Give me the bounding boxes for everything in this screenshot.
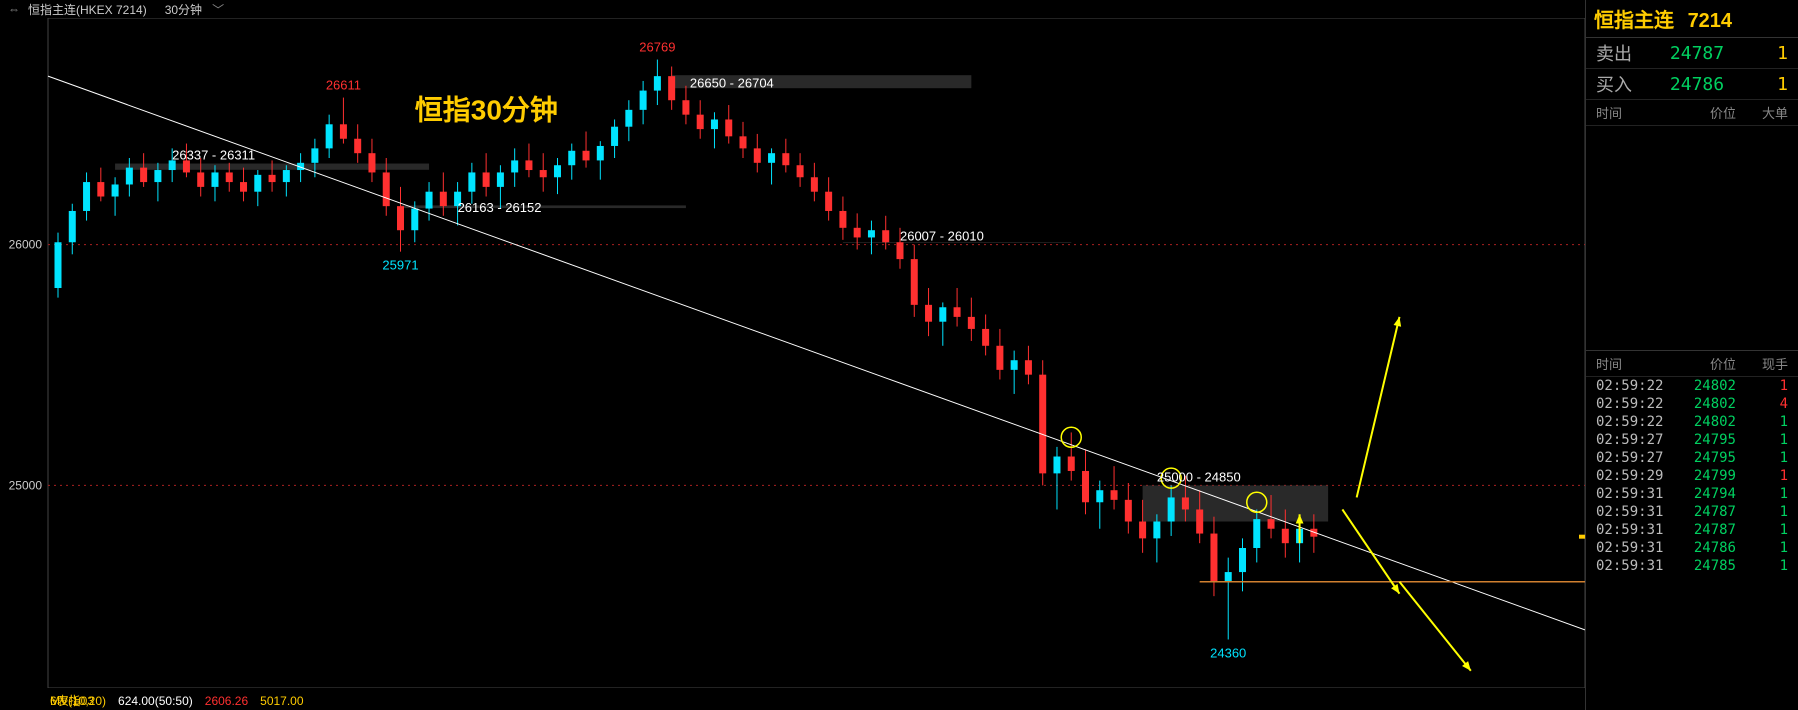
svg-text:25971: 25971 [382, 258, 418, 273]
sell-qty: 1 [1758, 43, 1788, 64]
indicator-c: 2606.26 [205, 694, 248, 708]
head-big: 大单 [1736, 103, 1788, 122]
svg-text:26000: 26000 [9, 238, 43, 252]
head2-time: 时间 [1596, 354, 1676, 373]
tick-row: 02:59:22248024 [1586, 395, 1798, 413]
sell-label: 卖出 [1596, 40, 1636, 66]
head2-vol: 现手 [1736, 354, 1788, 373]
svg-text:24360: 24360 [1210, 645, 1246, 660]
svg-text:25000 - 24850: 25000 - 24850 [1157, 469, 1241, 484]
ticks-head: 时间 价位 现手 [1586, 351, 1798, 377]
svg-text:25000: 25000 [9, 478, 43, 492]
svg-text:26007 - 26010: 26007 - 26010 [900, 228, 984, 243]
tick-row: 02:59:29247991 [1586, 467, 1798, 485]
instrument-label[interactable]: 恒指主连(HKEX 7214) [28, 1, 147, 18]
head-price: 价位 [1676, 103, 1736, 122]
quote-name: 恒指主连 [1594, 10, 1674, 32]
buy-label: 买入 [1596, 71, 1636, 97]
quote-title: 恒指主连 7214 [1586, 0, 1798, 38]
buy-row: 买入 24786 1 [1586, 69, 1798, 100]
tick-row: 02:59:31247871 [1586, 503, 1798, 521]
indicator-d: 5017.00 [260, 694, 303, 708]
svg-text:26650 - 26704: 26650 - 26704 [690, 75, 774, 90]
tick-row: 02:59:31247861 [1586, 539, 1798, 557]
tick-row: 02:59:31247851 [1586, 557, 1798, 575]
svg-text:26337 - 26311: 26337 - 26311 [172, 148, 255, 163]
svg-text:26611: 26611 [326, 78, 361, 93]
tick-row: 02:59:27247951 [1586, 431, 1798, 449]
chart-area: ⇔ 恒指主连(HKEX 7214) 30分钟 ﹀ 26000 25000 26769… [0, 0, 1585, 710]
tick-row: 02:59:22248021 [1586, 413, 1798, 431]
sell-row: 卖出 24787 1 [1586, 38, 1798, 69]
tick-row: 02:59:27247951 [1586, 449, 1798, 467]
ticks-list: 02:59:2224802102:59:2224802402:59:222480… [1586, 377, 1798, 575]
candlestick-chart[interactable]: 26000 25000 26769 26611 25971 24360 26337 - 26… [0, 18, 1585, 688]
timeframe-caret-icon[interactable]: ﹀ [212, 1, 224, 18]
head2-price: 价位 [1676, 354, 1736, 373]
svg-text:恒指30分钟: 恒指30分钟 [415, 94, 558, 125]
tick-row: 02:59:31247871 [1586, 521, 1798, 539]
link-icon: ⇔ [8, 2, 20, 16]
head-time: 时间 [1596, 103, 1676, 122]
svg-text:26769: 26769 [639, 40, 675, 55]
indicator-b: 624.00(50:50) [118, 694, 193, 708]
buy-price: 24786 [1636, 74, 1758, 95]
quote-code: 7214 [1688, 10, 1733, 32]
bigorder-blank [1586, 126, 1798, 351]
tick-row: 02:59:22248021 [1586, 377, 1798, 395]
tick-row: 02:59:31247941 [1586, 485, 1798, 503]
sell-price: 24787 [1636, 43, 1758, 64]
quote-panel: 恒指主连 7214 卖出 24787 1 买入 24786 1 时间 价位 大单… [1585, 0, 1798, 710]
buy-qty: 1 [1758, 74, 1788, 95]
bigorder-head: 时间 价位 大单 [1586, 100, 1798, 126]
timeframe-label[interactable]: 30分钟 [165, 1, 202, 18]
chart-header: ⇔ 恒指主连(HKEX 7214) 30分钟 ﹀ [0, 0, 224, 18]
indicator-mv: MV(10,20) [50, 694, 106, 708]
svg-text:26163 - 26152: 26163 - 26152 [458, 200, 542, 215]
